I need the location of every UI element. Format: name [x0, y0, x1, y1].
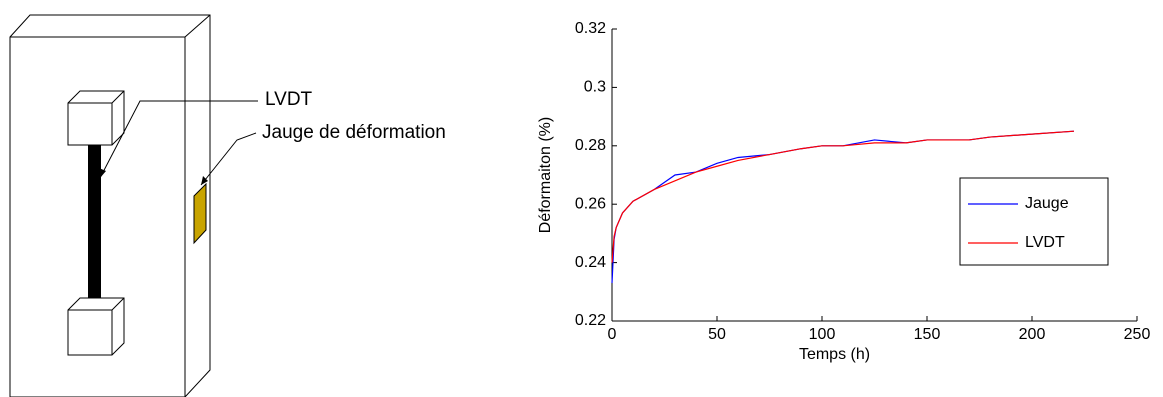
diagram-label: LVDT — [265, 89, 313, 110]
panel — [9, 14, 211, 397]
y-axis-label: Déformaiton (%) — [537, 117, 554, 233]
y-tick-label: 0.32 — [575, 20, 606, 37]
x-tick-label: 100 — [809, 326, 836, 343]
series-line — [611, 130, 1075, 263]
bottom-block-edge — [111, 297, 125, 311]
legend-box — [959, 177, 1109, 266]
y-tick-label: 0.28 — [575, 137, 606, 154]
y-tick-label: 0.22 — [575, 312, 606, 329]
y-tick-label: 0.26 — [575, 195, 606, 212]
leader-line — [200, 132, 257, 186]
legend-label: LVDT — [1025, 234, 1065, 251]
leader-line — [99, 100, 258, 179]
legend-label: Jauge — [1025, 195, 1069, 212]
strain-gauge — [193, 182, 207, 245]
x-tick-label: 0 — [608, 326, 617, 343]
bottom-block — [67, 297, 125, 356]
x-tick-label: 50 — [708, 326, 726, 343]
y-tick-label: 0.24 — [575, 254, 606, 271]
x-tick-label: 250 — [1124, 326, 1151, 343]
specimen-diagram: LVDT Jauge de déformation — [9, 14, 446, 397]
top-block — [67, 90, 125, 146]
x-tick-label: 200 — [1019, 326, 1046, 343]
top-block-edge — [111, 90, 125, 104]
chart: 0.22 0.24 0.26 0.28 0.3 0.32 0 50 100 150 200 250 Te… — [537, 20, 1150, 363]
x-axis-label: Temps (h) — [799, 346, 870, 363]
x-tick-label: 150 — [914, 326, 941, 343]
arrow-head — [201, 176, 208, 185]
lvdt-rod — [88, 145, 101, 307]
arrow-head — [99, 168, 106, 178]
panel-edge — [184, 14, 211, 38]
diagram-label: Jauge de déformation — [262, 122, 446, 143]
y-tick-label: 0.3 — [584, 79, 606, 96]
